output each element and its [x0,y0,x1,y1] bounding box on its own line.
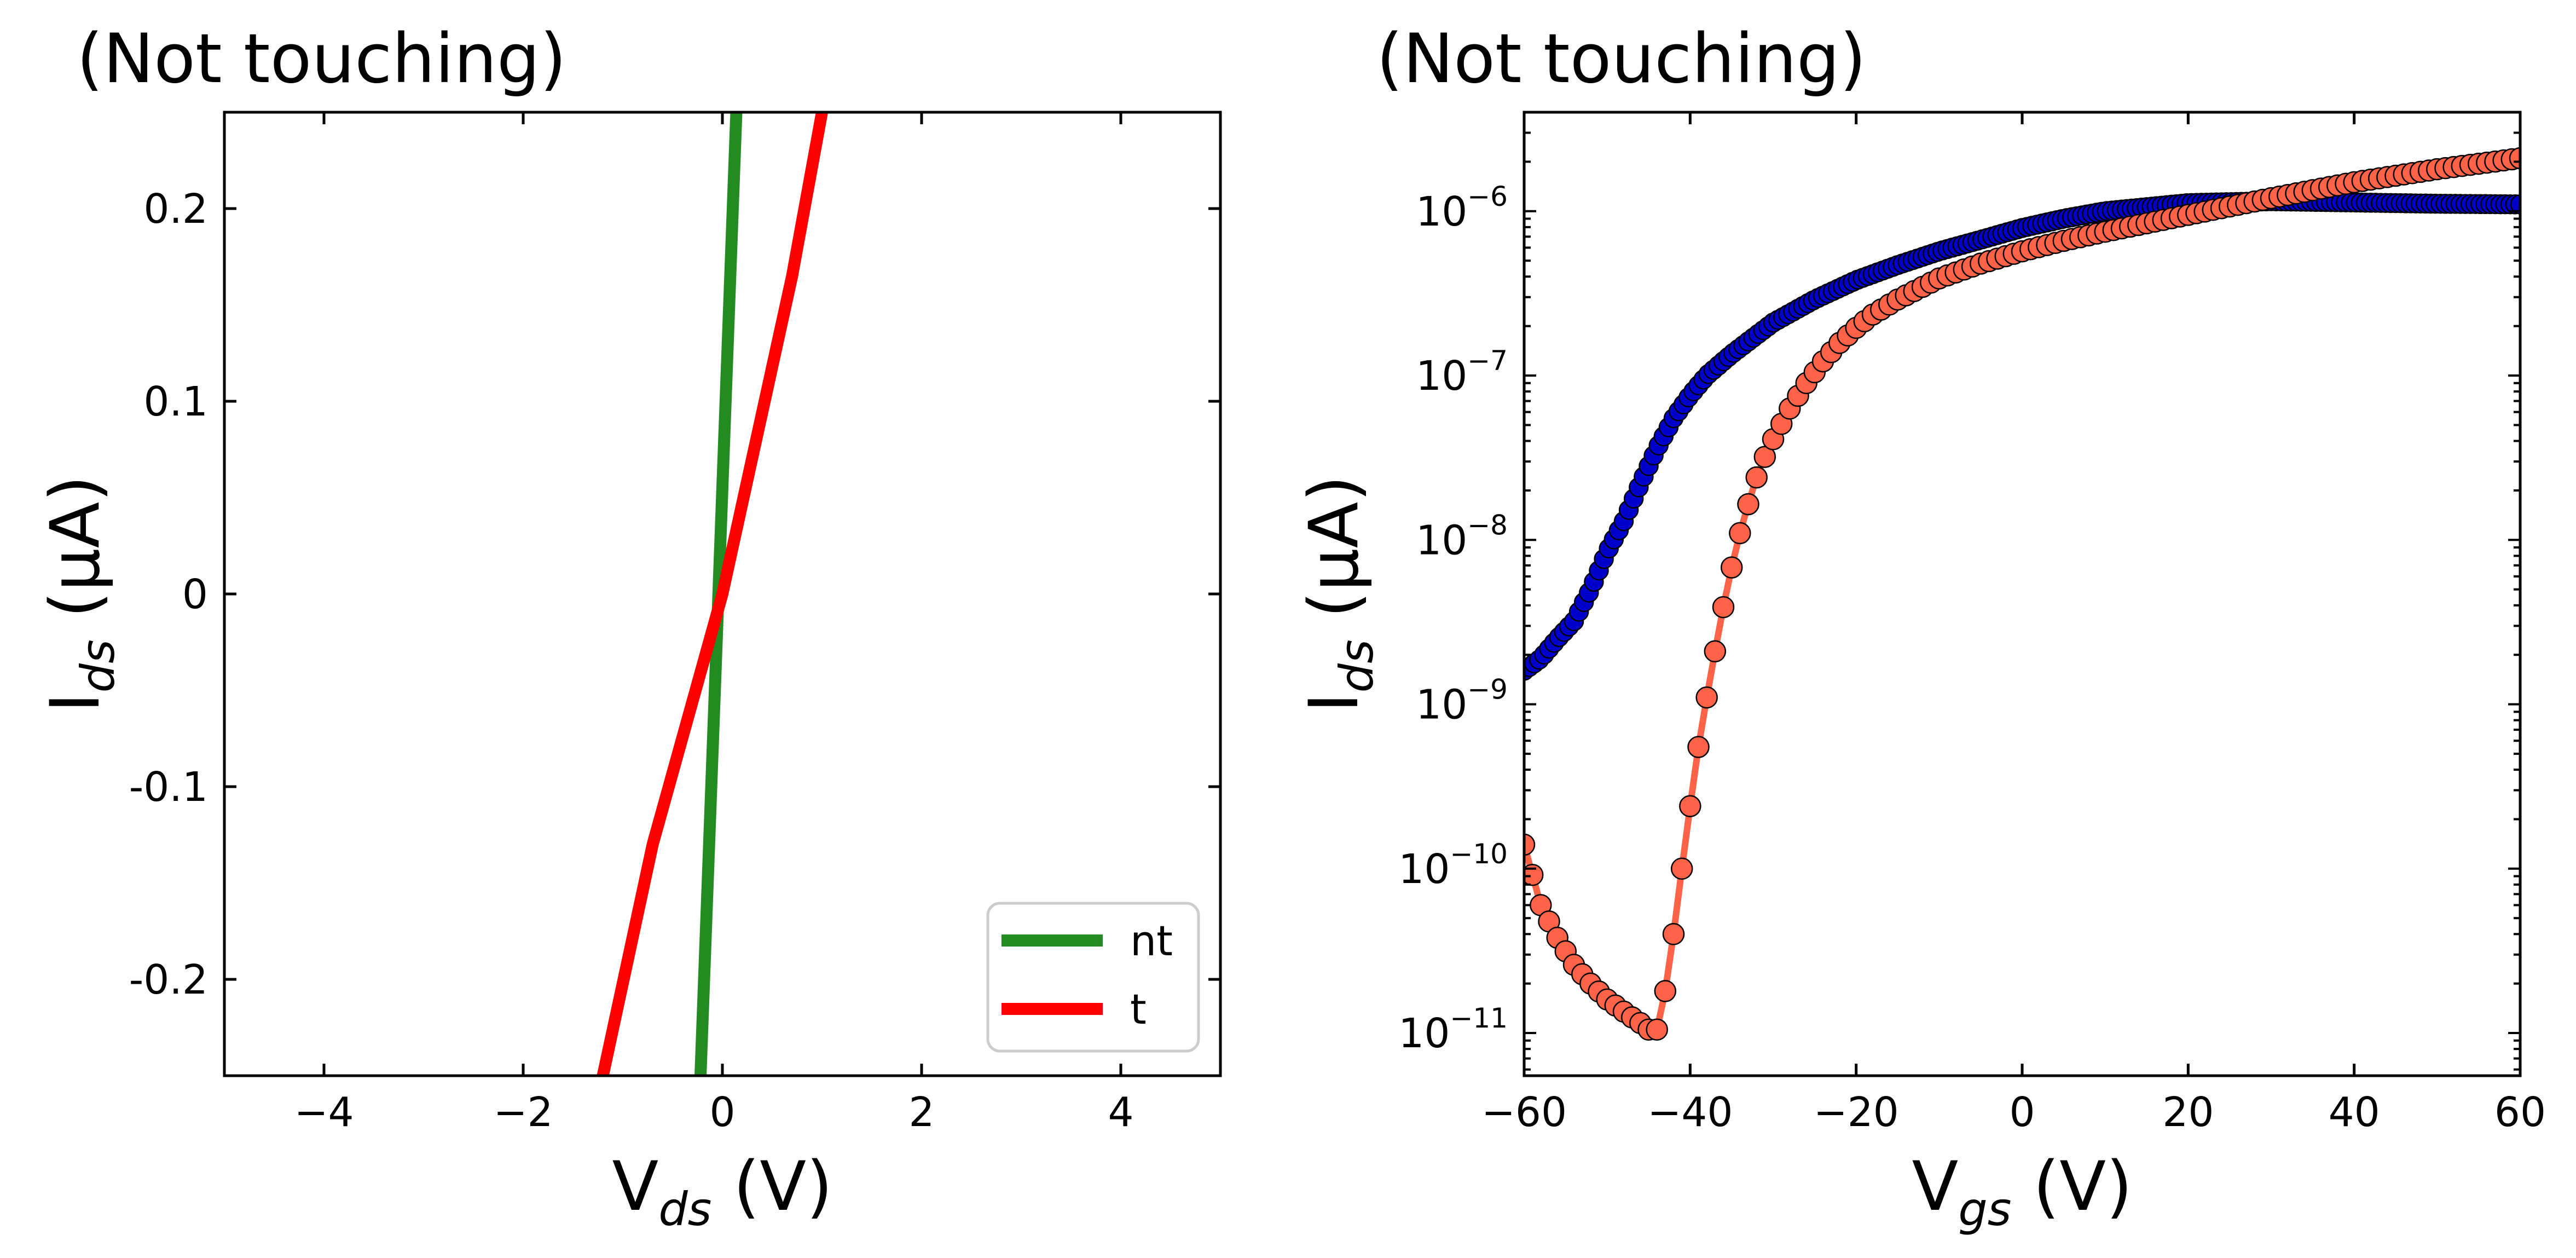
orange-data-point [1745,466,1768,489]
y-tick-label: 0 [182,571,208,618]
y-tick-label: 10−10 [1398,838,1508,893]
y-tick-label: 0.1 [143,378,208,425]
y-tick-label: -0.2 [129,956,208,1003]
orange-data-point [1687,736,1710,758]
x-tick-label: −60 [1481,1089,1567,1136]
orange-data-point [1704,640,1727,663]
orange-data-point [1654,980,1677,1002]
left-x-axis-label: Vds (V) [612,1147,833,1236]
orange-data-point [1720,556,1743,579]
y-tick-label: 10−7 [1416,345,1508,400]
orange-data-point [1646,1018,1668,1041]
right-x-ticks: −60 −40 −20 0 20 40 60 [1481,112,2546,1136]
x-tick-label: −2 [493,1089,553,1136]
orange-data-point [1737,493,1759,516]
left-plot-lines [597,112,828,1076]
y-tick-label: 10−8 [1416,509,1508,564]
x-tick-label: 4 [1108,1089,1133,1136]
orange-data-point [1695,686,1718,709]
right-panel: (Not touching) −60 −40 −20 0 20 40 60 10−1110−… [1295,20,2546,1236]
right-x-axis-label: Vgs (V) [1912,1147,2133,1236]
series-line-t [597,112,828,1076]
y-tick-label: 10−9 [1416,674,1508,729]
legend-label-t: t [1130,985,1147,1034]
left-x-ticks: −4 −2 0 2 4 [294,112,1134,1136]
left-y-axis-label: Ids (μA) [36,475,125,713]
y-tick-label: 10−6 [1416,181,1508,235]
x-tick-label: 40 [2329,1089,2380,1136]
x-tick-label: 60 [2494,1089,2546,1136]
x-tick-label: 20 [2162,1089,2214,1136]
orange-data-point [1662,923,1685,945]
orange-data-point [1670,857,1693,880]
orange-data-point [1729,522,1751,545]
left-title: (Not touching) [77,20,566,99]
legend-label-nt: nt [1130,916,1173,965]
y-tick-label: -0.1 [129,764,208,811]
right-y-axis-label: Ids (μA) [1295,475,1383,713]
x-tick-label: 2 [908,1089,934,1136]
orange-data-point [1679,795,1701,817]
right-title: (Not touching) [1376,20,1866,99]
left-panel: (Not touching) −4 −2 0 2 4 -0.2 -0.1 0 0.1 0.2 V… [36,20,1222,1236]
x-tick-label: 0 [2009,1089,2035,1136]
x-tick-label: −40 [1647,1089,1733,1136]
y-tick-label: 0.2 [143,186,208,233]
orange-data-point [1712,596,1735,619]
y-tick-label: 10−11 [1398,1002,1508,1057]
left-legend: nt t [986,902,1200,1053]
right-y-ticks: 10−11 10−10 10−9 10−8 10−7 10−6 [1398,111,2520,1071]
blue-data-point [2510,194,2520,215]
orange-data-point [2509,147,2520,170]
orange-series-line [1524,155,2520,1033]
x-tick-label: −20 [1814,1089,1899,1136]
left-y-ticks: -0.2 -0.1 0 0.1 0.2 [129,186,1220,1003]
right-plot-points [1524,147,2520,1041]
x-tick-label: −4 [294,1089,354,1136]
orange-data-point [1524,833,1536,856]
x-tick-label: 0 [709,1089,735,1136]
